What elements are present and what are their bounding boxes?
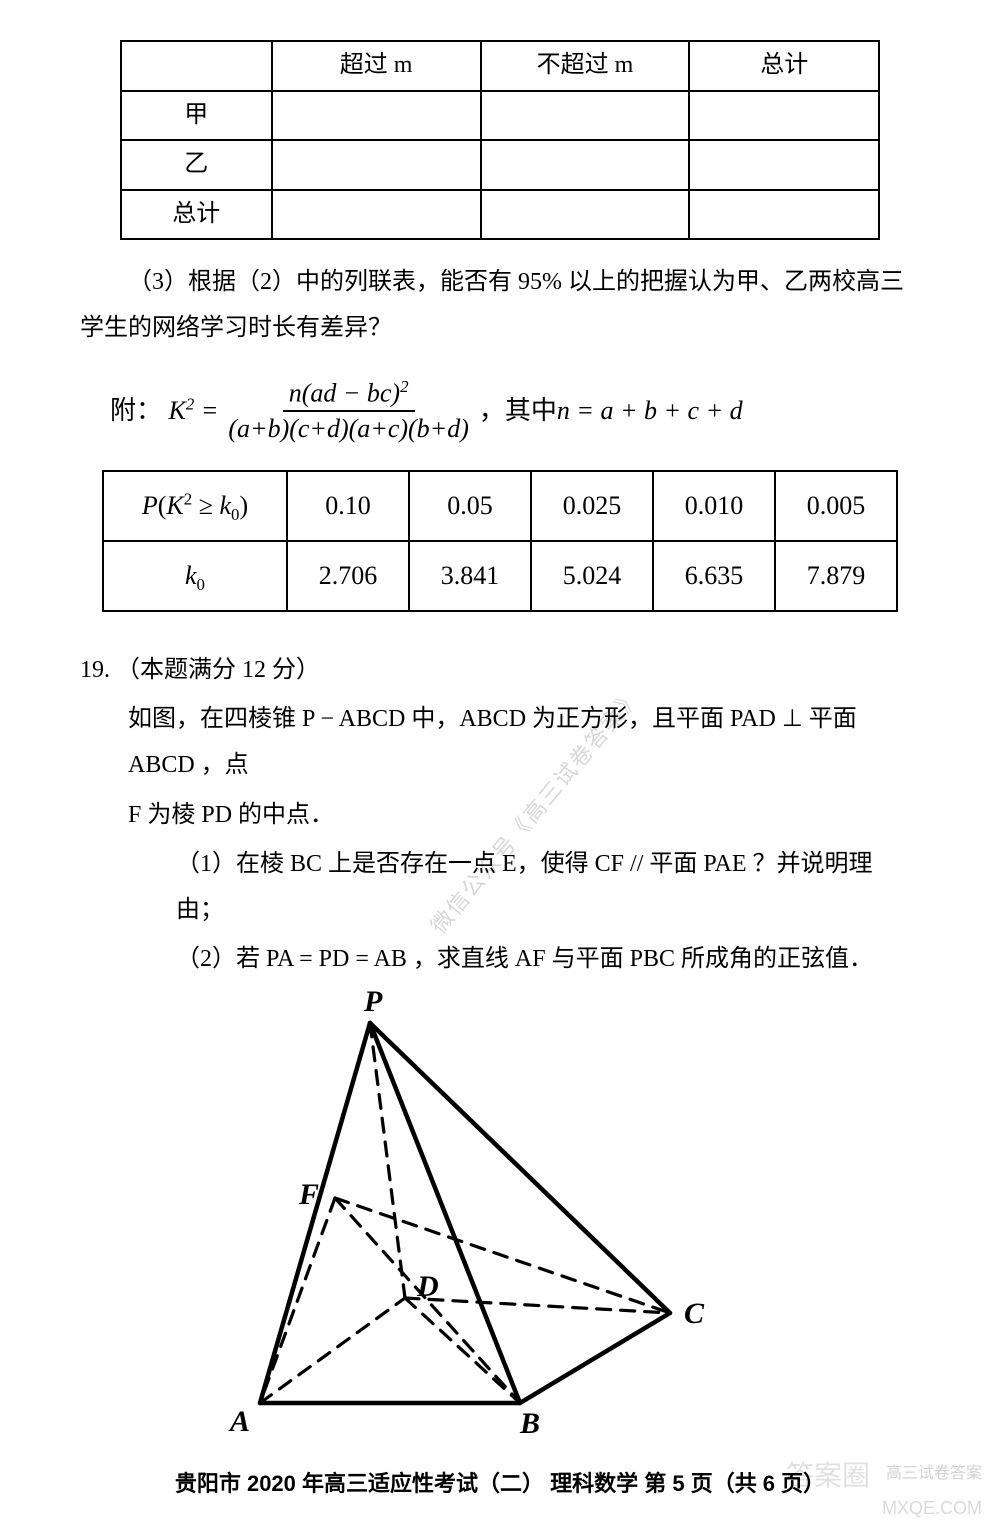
ctab-header	[121, 41, 272, 91]
table-row: P(K2 ≥ k0) 0.10 0.05 0.025 0.010 0.005	[103, 471, 897, 541]
contingency-table: 超过 m 不超过 m 总计 甲 乙 总计	[120, 40, 880, 240]
ktab-cell: 0.010	[653, 471, 775, 541]
q19-stem-line: 如图，在四棱锥 P − ABCD 中，ABCD 为正方形，且平面 PAD ⊥ 平…	[80, 697, 920, 788]
ktab-cell: 0.05	[409, 471, 531, 541]
ctab-cell	[689, 140, 879, 190]
ctab-header: 总计	[689, 41, 879, 91]
ctab-cell	[272, 190, 481, 240]
ctab-cell	[272, 91, 481, 141]
svg-text:C: C	[684, 1297, 705, 1330]
table-row: 超过 m 不超过 m 总计	[121, 41, 879, 91]
ctab-cell	[481, 190, 690, 240]
formula-fraction: n(ad − bc)2 (a+b)(c+d)(a+c)(b+d)	[222, 376, 475, 446]
exam-page: 超过 m 不超过 m 总计 甲 乙 总计 （3）根据（2）中的列联表，能否有 9…	[0, 0, 1000, 1533]
q19-points: （本题满分 12 分）	[116, 657, 320, 683]
ktab-header: P(K2 ≥ k0)	[103, 471, 287, 541]
formula-suffix-math: n = a + b + c + d	[557, 386, 743, 435]
svg-text:B: B	[519, 1407, 540, 1440]
formula-lhs: K2 =	[169, 386, 219, 435]
ctab-header-text: 超过 m	[340, 52, 413, 78]
formula-denominator: (a+b)(c+d)(a+c)(b+d)	[222, 412, 475, 446]
ctab-cell	[481, 140, 690, 190]
ctab-header-text: 不超过 m	[537, 52, 634, 78]
question-19: 19. （本题满分 12 分） 如图，在四棱锥 P − ABCD 中，ABCD …	[80, 648, 920, 983]
svg-text:D: D	[416, 1270, 439, 1303]
ktab-cell: 0.10	[287, 471, 409, 541]
q19-stem-line: F 为棱 PD 的中点．	[80, 793, 920, 839]
pyramid-diagram: PABCDF	[200, 1003, 920, 1460]
table-row: k0 2.706 3.841 5.024 6.635 7.879	[103, 541, 897, 611]
ktab-cell: 7.879	[775, 541, 897, 611]
ctab-header: 超过 m	[272, 41, 481, 91]
ctab-cell	[689, 190, 879, 240]
ktab-cell: 3.841	[409, 541, 531, 611]
svg-text:A: A	[228, 1405, 250, 1438]
ktab-header: k0	[103, 541, 287, 611]
chi-square-critical-table: P(K2 ≥ k0) 0.10 0.05 0.025 0.010 0.005 k…	[102, 470, 898, 612]
ctab-rowhead: 甲	[121, 91, 272, 141]
ktab-cell: 2.706	[287, 541, 409, 611]
ctab-rowhead: 乙	[121, 140, 272, 190]
corner-logo-watermark: 答案圈	[786, 1450, 870, 1503]
corner-label-watermark: 高三试卷答案	[886, 1459, 982, 1489]
table-row: 总计	[121, 190, 879, 240]
ctab-cell	[481, 91, 690, 141]
q19-number: 19.	[80, 657, 110, 683]
corner-site-watermark: MXQE.COM	[882, 1496, 982, 1521]
k-squared-formula: 附： K2 = n(ad − bc)2 (a+b)(c+d)(a+c)(b+d)…	[110, 376, 920, 446]
q19-header: 19. （本题满分 12 分）	[80, 648, 920, 694]
table-row: 乙	[121, 140, 879, 190]
q19-part1: （1）在棱 BC 上是否存在一点 E，使得 CF // 平面 PAE ？并说明理…	[80, 842, 920, 933]
formula-suffix-cn: ，其中	[479, 386, 557, 435]
svg-text:F: F	[298, 1178, 319, 1211]
formula-prefix: 附：	[110, 386, 162, 435]
q18-part3-text: （3）根据（2）中的列联表，能否有 95% 以上的把握认为甲、乙两校高三学生的网…	[80, 260, 920, 351]
table-row: 甲	[121, 91, 879, 141]
formula-numerator: n(ad − bc)2	[283, 376, 415, 412]
ktab-cell: 0.025	[531, 471, 653, 541]
ctab-rowhead: 总计	[121, 190, 272, 240]
ktab-cell: 5.024	[531, 541, 653, 611]
svg-text:P: P	[363, 985, 383, 1018]
ctab-cell	[689, 91, 879, 141]
pyramid-svg: PABCDF	[200, 1003, 720, 1443]
ktab-cell: 6.635	[653, 541, 775, 611]
ctab-header: 不超过 m	[481, 41, 690, 91]
ctab-cell	[272, 140, 481, 190]
q19-part2: （2）若 PA = PD = AB ，求直线 AF 与平面 PBC 所成角的正弦…	[80, 937, 920, 983]
ktab-cell: 0.005	[775, 471, 897, 541]
